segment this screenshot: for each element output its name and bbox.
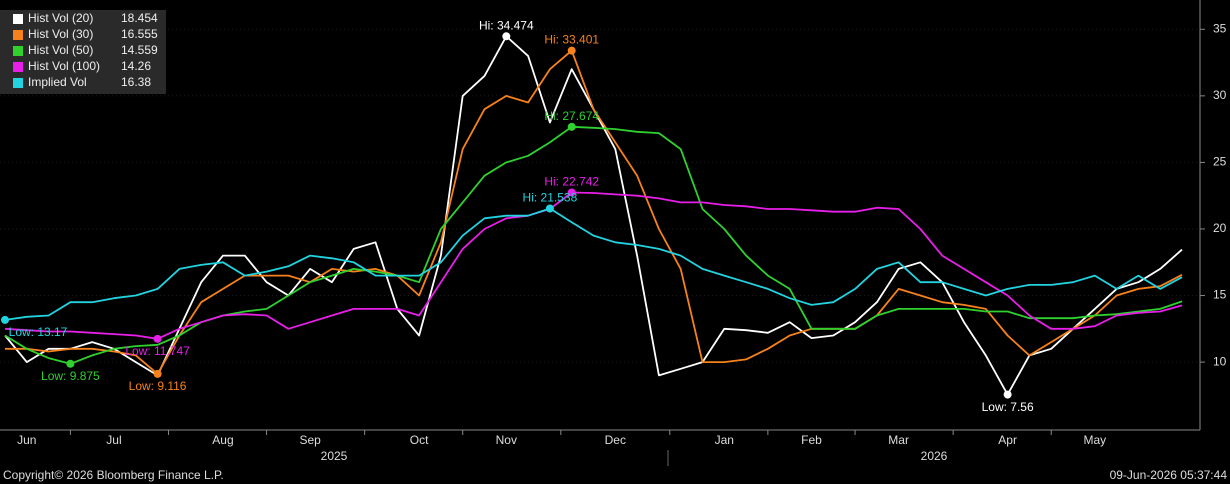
x-tick-label: Nov <box>496 433 517 447</box>
annotation-dot <box>567 122 576 131</box>
y-tick-label: 25 <box>1213 155 1227 169</box>
footer-left: Copyright© 2026 Bloomberg Finance L.P. <box>3 468 224 482</box>
line-series <box>4 207 1183 321</box>
x-tick-label: Sep <box>299 433 321 447</box>
x-tick-label: Mar <box>888 433 909 447</box>
legend-value: 14.559 <box>121 43 158 57</box>
annotation-label: Low: 13.17 <box>9 325 68 339</box>
legend-label: Hist Vol (50) <box>28 43 93 57</box>
x-tick-label: Apr <box>998 433 1017 447</box>
x-tick-label: May <box>1083 433 1106 447</box>
legend-value: 16.555 <box>121 27 158 41</box>
annotation-label: Hi: 33.401 <box>544 33 599 47</box>
y-tick-label: 35 <box>1213 21 1227 35</box>
legend-box <box>0 10 166 94</box>
legend-swatch <box>13 62 23 72</box>
y-tick-label: 20 <box>1213 221 1227 235</box>
legend-value: 16.38 <box>121 75 151 89</box>
x-tick-label: Jun <box>17 433 36 447</box>
x-tick-label: Jan <box>715 433 734 447</box>
legend-label: Hist Vol (30) <box>28 27 93 41</box>
line-series <box>5 49 1183 375</box>
annotation-dot <box>1003 390 1012 399</box>
legend-swatch <box>13 14 23 24</box>
x-tick-label: Aug <box>212 433 233 447</box>
annotation-dot <box>153 334 162 343</box>
annotation-label: Hi: 27.674 <box>544 109 599 123</box>
y-tick-label: 30 <box>1213 88 1227 102</box>
annotation-label: Low: 9.875 <box>41 369 100 383</box>
legend-label: Hist Vol (100) <box>28 59 100 73</box>
legend-swatch <box>13 30 23 40</box>
annotation-label: Low: 7.56 <box>982 400 1034 414</box>
annotation-label: Low: 9.116 <box>129 379 187 393</box>
annotation-dot <box>567 188 576 197</box>
annotation-dot <box>1 315 9 324</box>
legend-swatch <box>13 46 23 56</box>
x-group-label: 2025 <box>321 449 348 463</box>
x-group-label: 2026 <box>921 449 948 463</box>
annotation-label: Low: 11.747 <box>125 344 190 358</box>
y-tick-label: 15 <box>1213 288 1227 302</box>
legend-value: 18.454 <box>121 11 158 25</box>
x-tick-label: Jul <box>106 433 121 447</box>
annotation-label: Hi: 22.742 <box>544 175 599 189</box>
annotation-dot <box>545 204 554 213</box>
footer-right: 09-Jun-2026 05:37:44 <box>1110 468 1228 482</box>
annotation-dot <box>502 32 511 41</box>
annotation-dot <box>153 369 162 378</box>
legend-label: Implied Vol <box>28 75 87 89</box>
legend-value: 14.26 <box>121 59 151 73</box>
x-tick-label: Oct <box>410 433 429 447</box>
annotation-label: Hi: 34.474 <box>479 18 534 32</box>
legend-label: Hist Vol (20) <box>28 11 93 25</box>
annotation-dot <box>567 46 576 55</box>
x-tick-label: Feb <box>801 433 822 447</box>
annotation-label: Hi: 21.538 <box>523 191 578 205</box>
x-tick-label: Dec <box>605 433 626 447</box>
y-tick-label: 10 <box>1213 354 1227 368</box>
annotation-dot <box>66 359 75 368</box>
legend-swatch <box>13 78 23 88</box>
line-series <box>4 191 1183 340</box>
